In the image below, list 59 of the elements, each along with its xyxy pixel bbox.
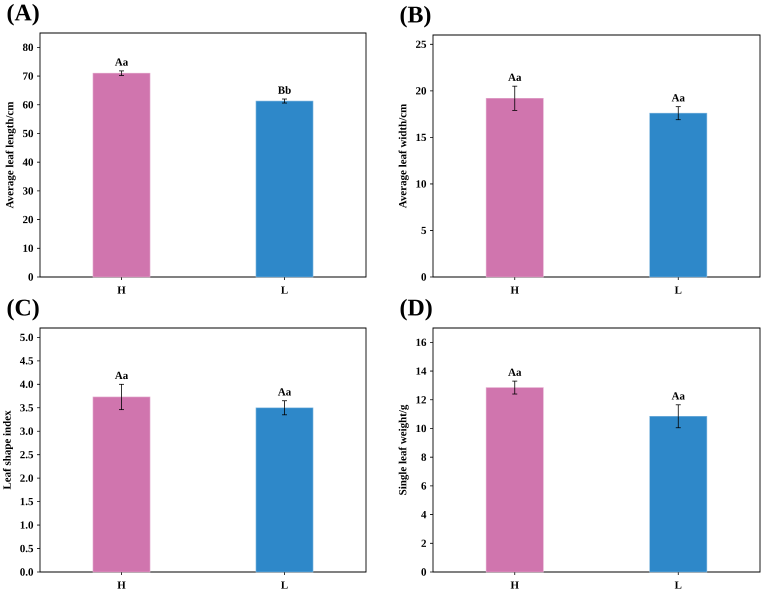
y-tick-label: 2.5 <box>20 450 34 458</box>
y-tick-label: 5 <box>421 226 426 234</box>
y-tick-label: 0.5 <box>20 544 34 552</box>
chart-title: (B) <box>400 6 430 28</box>
y-tick-label: 4.5 <box>20 357 34 365</box>
y-tick-label: 0 <box>421 273 426 281</box>
y-tick-label: 20 <box>416 87 426 95</box>
y-tick-label: 8 <box>421 453 426 461</box>
y-tick-label: 0 <box>421 568 426 576</box>
y-tick-label: 30 <box>22 187 34 195</box>
y-tick-label: 3.0 <box>20 428 34 435</box>
x-tick-label: L <box>674 582 682 589</box>
annotation: Aa <box>508 74 522 82</box>
y-axis-title: Average leaf width/cm <box>398 104 409 208</box>
annotation: Aa <box>114 58 128 66</box>
y-tick-label: 10 <box>23 244 34 252</box>
y-tick-label: 4.0 <box>20 380 34 388</box>
x-tick-label: L <box>674 286 682 294</box>
y-tick-label: 4 <box>421 510 426 518</box>
y-tick-label: 50 <box>22 130 34 138</box>
x-tick-label: L <box>281 582 288 589</box>
y-tick-label: 2 <box>421 540 426 547</box>
y-tick-label: 40 <box>22 158 34 166</box>
y-tick-label: 0.0 <box>20 568 34 576</box>
y-tick-label: 2.0 <box>20 474 34 482</box>
annotation: Aa <box>114 372 128 380</box>
y-tick-label: 1.0 <box>20 521 34 529</box>
chart-title: (D) <box>400 298 432 321</box>
annotation: Aa <box>508 368 522 376</box>
annotation: Aa <box>278 388 292 396</box>
y-tick-label: 6 <box>421 482 426 490</box>
y-axis-title: Leaf shape index <box>2 410 13 490</box>
y-tick-label: 12 <box>416 396 426 404</box>
x-tick-label: H <box>117 582 126 589</box>
x-tick-label: H <box>510 286 519 294</box>
annotation: Aa <box>672 94 685 102</box>
y-axis-title: Average leaf length/cm <box>6 102 16 208</box>
x-tick-label: L <box>281 286 288 294</box>
y-tick-label: 10 <box>416 180 426 188</box>
y-tick-label: 5.0 <box>20 334 34 342</box>
y-tick-label: 60 <box>22 101 34 108</box>
chart-title: (A) <box>8 4 39 26</box>
y-tick-label: 10 <box>416 424 426 432</box>
y-tick-label: 1.5 <box>20 498 34 506</box>
annotation: Aa <box>672 392 685 400</box>
y-tick-label: 20 <box>22 216 34 224</box>
y-tick-label: 25 <box>416 40 426 48</box>
x-tick-label: H <box>510 582 519 589</box>
chart-title: (C) <box>8 298 39 321</box>
y-axis-title: Single leaf weight/g <box>398 404 409 495</box>
annotation: Bb <box>278 86 291 94</box>
y-tick-label: 16 <box>416 338 426 346</box>
y-tick-label: 14 <box>416 367 426 375</box>
y-tick-label: 70 <box>23 72 34 80</box>
x-tick-label: H <box>117 286 126 294</box>
y-tick-label: 15 <box>416 134 426 142</box>
y-tick-label: 3.5 <box>20 404 34 412</box>
y-tick-label: 80 <box>22 44 34 52</box>
y-tick-label: 0 <box>28 273 34 281</box>
